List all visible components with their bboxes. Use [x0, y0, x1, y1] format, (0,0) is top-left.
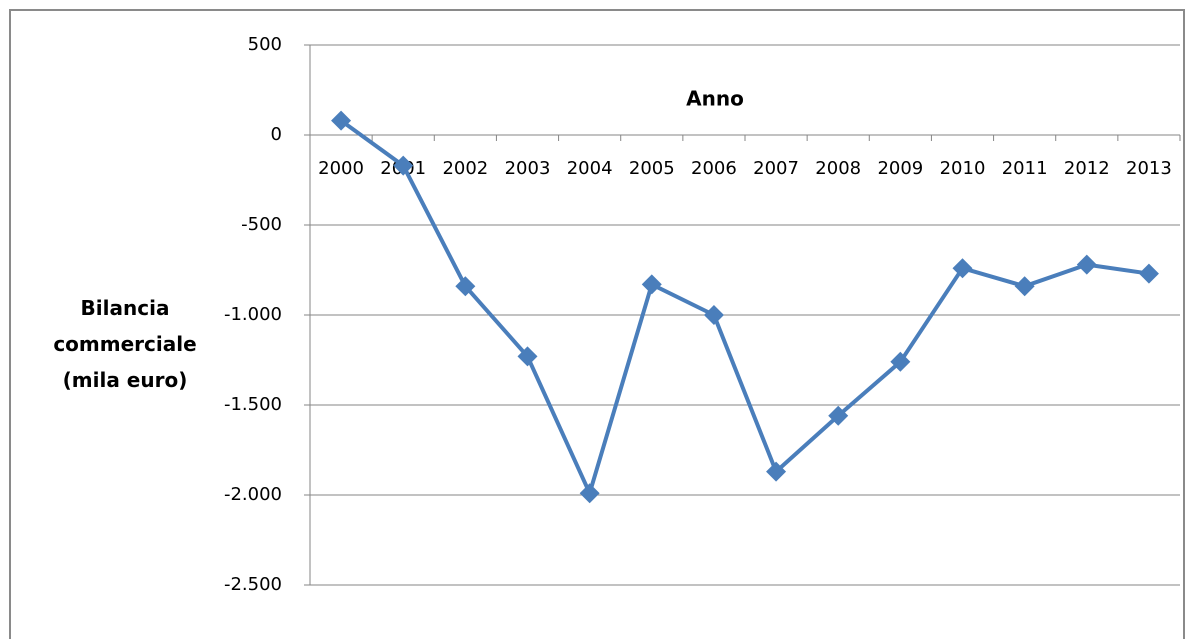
x-tick-label: 2010	[940, 158, 986, 179]
y-tick-label: -1.500	[224, 394, 282, 415]
x-tick-label: 2013	[1126, 158, 1172, 179]
data-point	[766, 461, 787, 482]
y-tick-label: 0	[271, 124, 282, 145]
x-tick-label: 2008	[815, 158, 861, 179]
x-tick-label: 2000	[318, 158, 364, 179]
data-point	[393, 155, 414, 176]
x-tick-label: 2009	[877, 158, 923, 179]
data-point	[1138, 263, 1159, 284]
x-tick-label: 2003	[505, 158, 551, 179]
x-tick-label: 2011	[1002, 158, 1048, 179]
x-tick-label: 2002	[442, 158, 488, 179]
y-tick-label: -2.500	[224, 574, 282, 595]
data-point	[517, 346, 538, 367]
y-tick-label: -1.000	[224, 304, 282, 325]
data-point	[703, 305, 724, 325]
x-axis-title: Anno	[686, 87, 744, 111]
data-point	[890, 351, 911, 372]
data-point	[331, 110, 352, 131]
data-point	[1014, 276, 1035, 297]
data-point	[455, 276, 476, 297]
data-point	[1076, 254, 1097, 275]
data-point	[952, 258, 973, 279]
x-tick-label: 2004	[567, 158, 613, 179]
data-point	[579, 483, 600, 504]
x-tick-label: 2006	[691, 158, 737, 179]
y-tick-label: -500	[241, 214, 282, 235]
x-tick-label: 2005	[629, 158, 675, 179]
x-tick-label: 2007	[753, 158, 799, 179]
y-axis-title: Bilancia commerciale (mila euro)	[53, 296, 197, 392]
y-tick-label: -2.000	[224, 484, 282, 505]
chart-frame	[9, 9, 1185, 639]
data-point	[828, 405, 849, 426]
data-line	[339, 118, 1150, 496]
x-tick-label: 2012	[1064, 158, 1110, 179]
data-point	[641, 274, 662, 295]
y-tick-label: 500	[248, 34, 282, 55]
